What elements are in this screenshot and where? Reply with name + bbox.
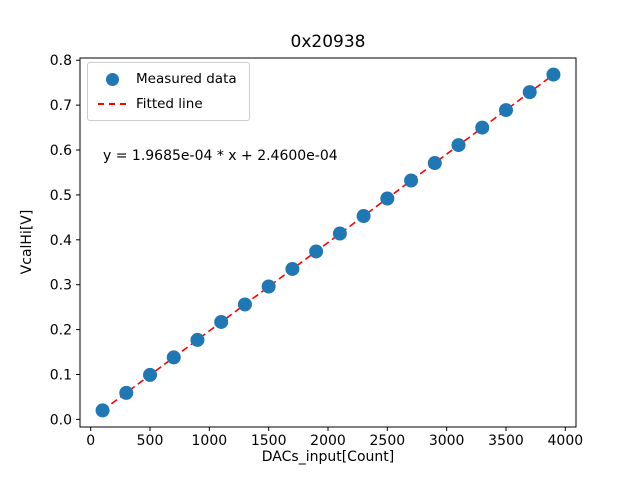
legend-entry-fitted-line: Fitted line — [97, 96, 237, 112]
y-axis-label: VcalHi[V] — [19, 209, 35, 275]
legend-label-measured-data: Measured data — [136, 71, 237, 87]
y-tick-label: 0.1 — [50, 367, 72, 383]
data-point — [356, 209, 371, 224]
data-point — [380, 191, 395, 206]
x-tick-label: 4000 — [548, 433, 584, 449]
data-point — [522, 85, 537, 100]
y-tick-label: 0.3 — [50, 278, 72, 294]
fit-equation-annotation: y = 1.9685e-04 * x + 2.4600e-04 — [103, 148, 338, 164]
scatter-dot-icon — [105, 72, 119, 86]
data-point — [237, 297, 252, 312]
data-point — [166, 350, 181, 365]
y-tick-label: 0.4 — [50, 233, 72, 249]
x-tick-label: 0 — [86, 433, 95, 449]
data-point — [285, 261, 300, 276]
data-point — [214, 314, 229, 329]
fitted-line-marker-icon — [97, 103, 127, 105]
x-tick-label: 3500 — [488, 433, 524, 449]
data-point — [475, 120, 490, 135]
dashed-line-icon — [98, 103, 126, 105]
measured-data-marker-icon — [97, 72, 127, 86]
data-point — [261, 279, 276, 294]
legend-label-fitted-line: Fitted line — [136, 96, 203, 112]
data-point — [309, 244, 324, 259]
data-point — [427, 156, 442, 171]
data-point — [143, 367, 158, 382]
legend: Measured data Fitted line — [87, 62, 250, 121]
y-tick-label: 0.6 — [50, 143, 72, 159]
data-point — [95, 403, 110, 418]
y-tick-label: 0.0 — [50, 412, 72, 428]
x-tick-label: 2000 — [310, 433, 346, 449]
data-point — [332, 226, 347, 241]
data-point — [119, 385, 134, 400]
chart-title: 0x20938 — [290, 32, 366, 52]
x-axis-label: DACs_input[Count] — [261, 449, 395, 465]
y-tick-label: 0.5 — [50, 188, 72, 204]
x-tick-label: 3000 — [429, 433, 465, 449]
y-tick-label: 0.8 — [50, 53, 72, 69]
legend-entry-measured-data: Measured data — [97, 71, 237, 87]
data-point — [546, 67, 561, 82]
y-tick-label: 0.7 — [50, 98, 72, 114]
data-point — [498, 103, 513, 118]
x-tick-label: 1000 — [192, 433, 228, 449]
data-point — [404, 173, 419, 188]
x-tick-label: 500 — [137, 433, 164, 449]
y-tick-label: 0.2 — [50, 323, 72, 339]
x-tick-label: 1500 — [251, 433, 287, 449]
data-point — [190, 332, 205, 347]
data-point — [451, 138, 466, 153]
x-tick-label: 2500 — [370, 433, 406, 449]
